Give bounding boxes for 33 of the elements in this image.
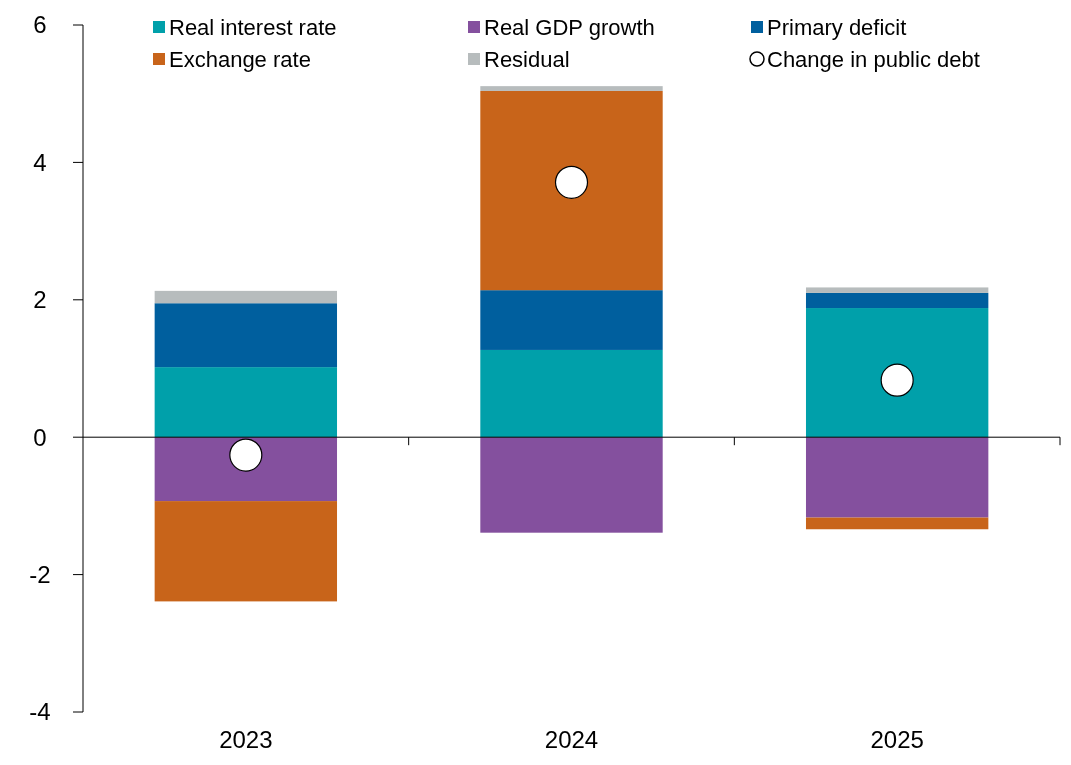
legend-label: Real interest rate [169,14,337,40]
bar [805,292,989,309]
bar [480,437,663,533]
y-tick-label: -4 [29,698,51,726]
bar [154,437,338,502]
bar [805,517,989,530]
bar [805,287,989,293]
bar [154,367,338,438]
legend-label: Real GDP growth [484,14,655,40]
bar [480,290,663,350]
legend-label: Change in public debt [767,46,980,72]
bar [154,501,338,602]
bar [154,303,338,368]
y-tick-label: 4 [33,148,47,176]
x-tick-label: 2023 [219,726,273,753]
bar [805,437,989,518]
point [880,363,914,397]
x-tick-label: 2024 [544,726,599,753]
y-tick-label: 0 [33,423,47,451]
bar [805,308,989,438]
y-tick-label: -2 [29,561,51,588]
y-tick-label: 6 [33,11,47,39]
bar [480,86,663,91]
point [229,438,263,472]
legend-label: Exchange rate [169,46,311,72]
legend-label: Residual [484,46,570,72]
x-tick-label: 2025 [870,726,924,753]
bar [480,90,663,291]
bar [154,290,338,304]
bar [480,349,663,438]
y-tick-label: 2 [33,286,47,314]
legend-label: Primary deficit [767,14,907,40]
point [554,165,589,199]
